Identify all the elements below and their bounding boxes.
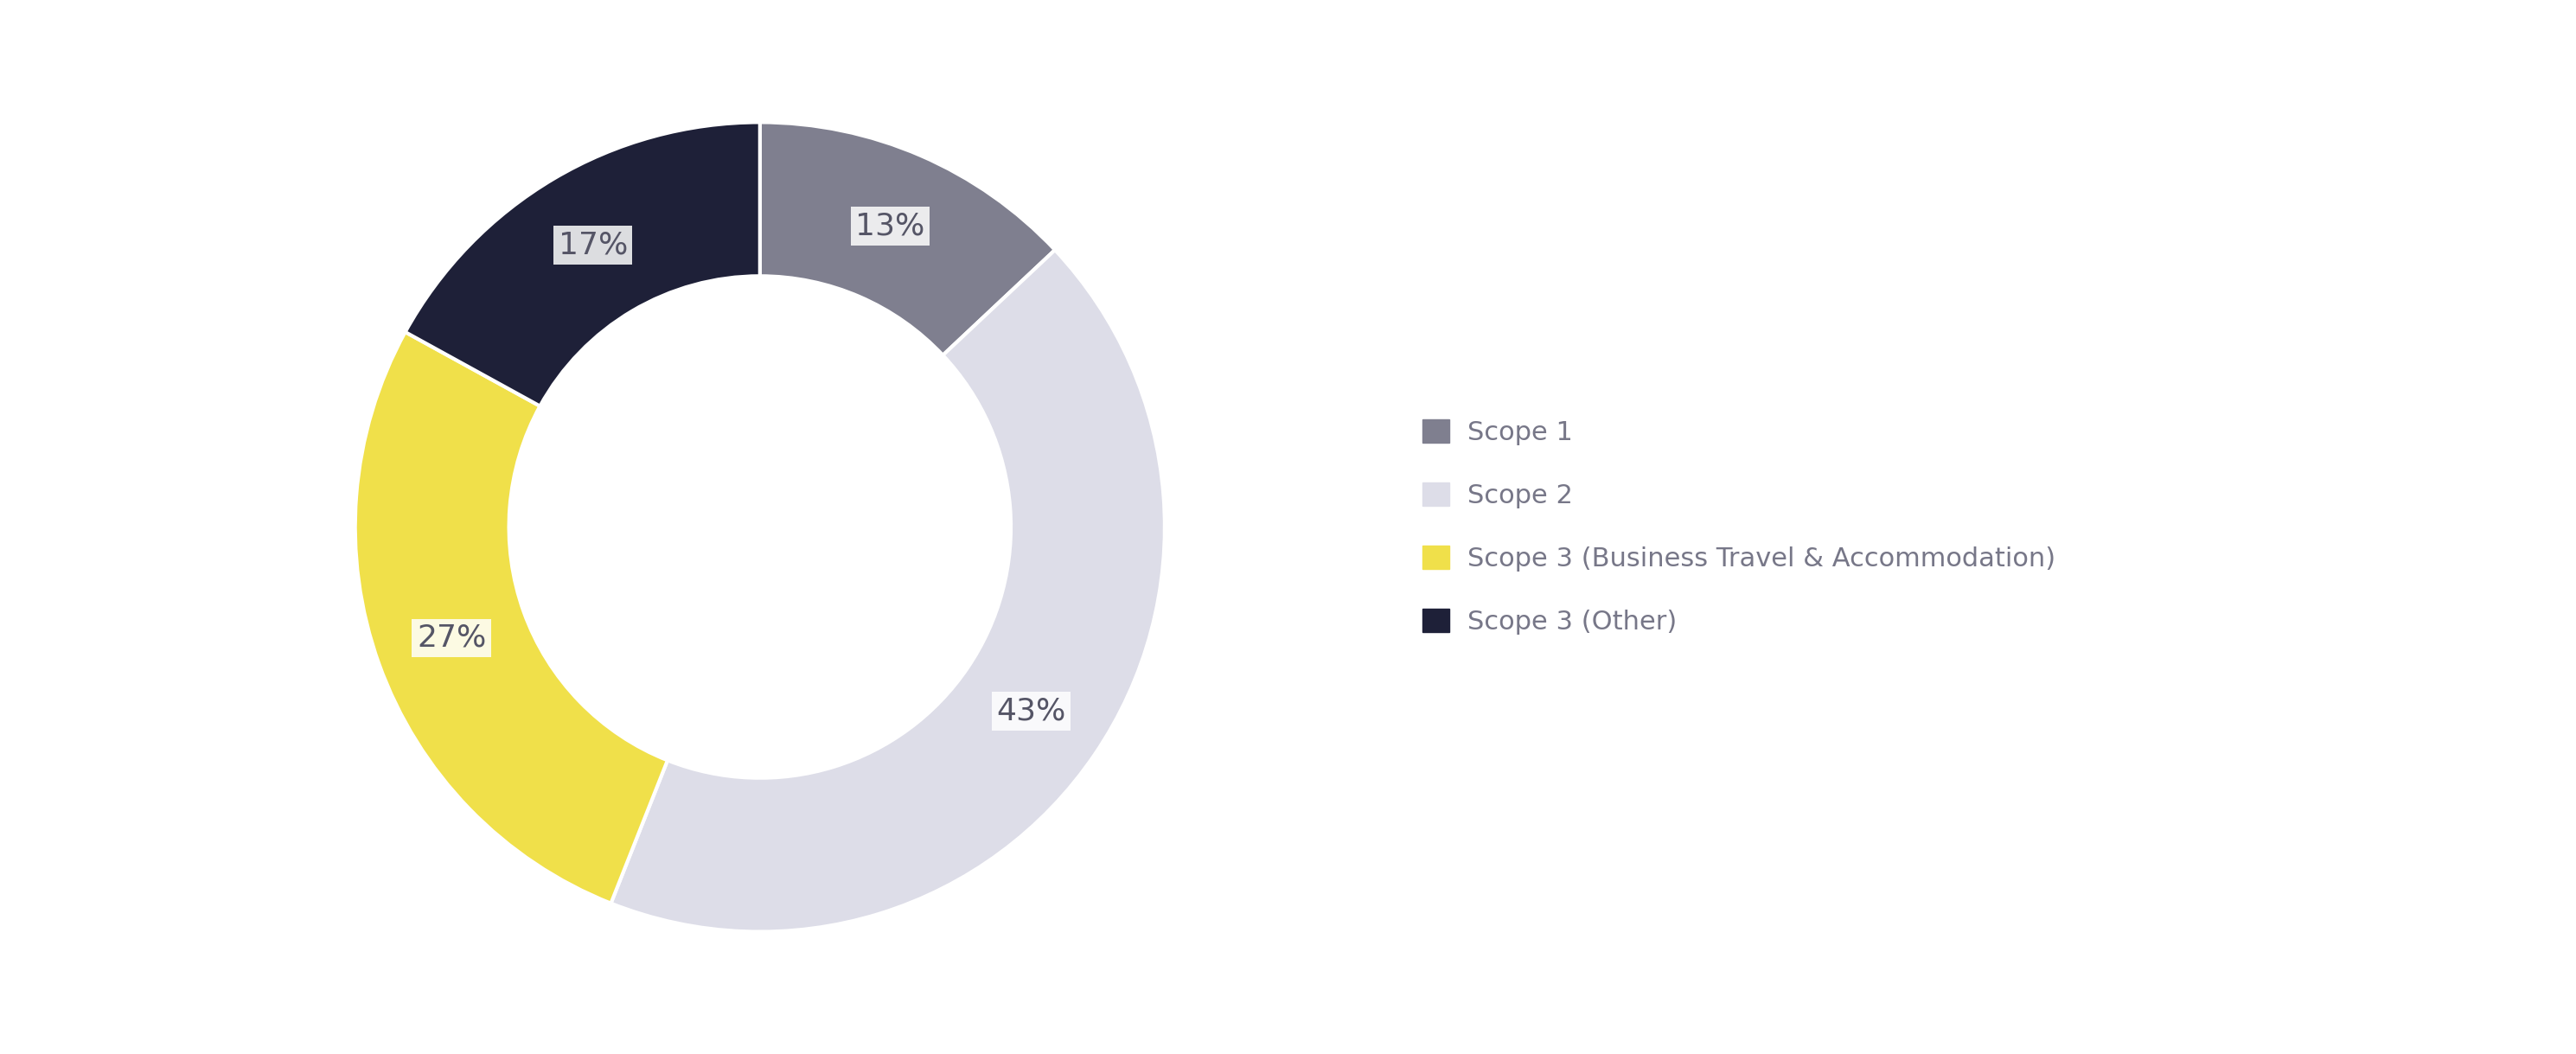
Text: 43%: 43%: [997, 697, 1066, 726]
Wedge shape: [404, 122, 760, 406]
Wedge shape: [355, 332, 667, 903]
Text: 17%: 17%: [559, 230, 629, 259]
Wedge shape: [611, 250, 1164, 932]
Wedge shape: [760, 122, 1056, 355]
Legend: Scope 1, Scope 2, Scope 3 (Business Travel & Accommodation), Scope 3 (Other): Scope 1, Scope 2, Scope 3 (Business Trav…: [1412, 409, 2066, 645]
Text: 13%: 13%: [855, 212, 925, 240]
Text: 27%: 27%: [417, 623, 487, 652]
